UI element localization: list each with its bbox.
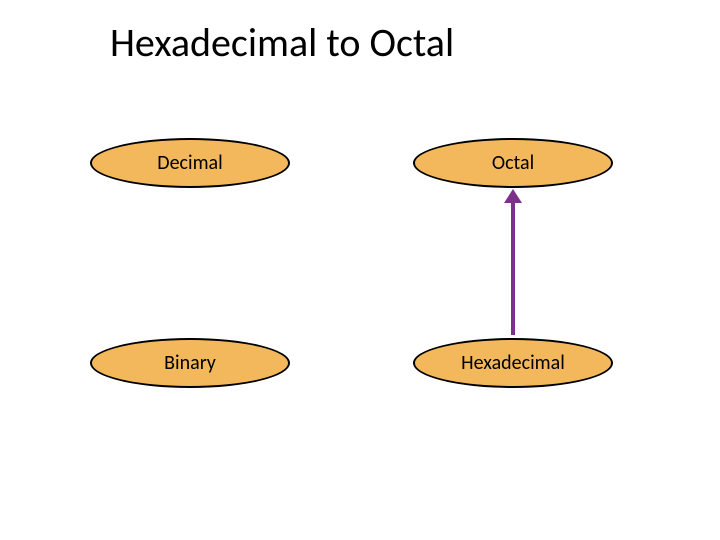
node-octal-label: Octal [492, 151, 534, 175]
slide: Hexadecimal to Octal Decimal Octal Binar… [0, 0, 720, 540]
arrow-hex-to-octal-line [511, 200, 515, 335]
node-octal: Octal [413, 138, 613, 188]
node-binary: Binary [90, 338, 290, 388]
slide-title: Hexadecimal to Octal [110, 18, 454, 67]
node-decimal-label: Decimal [157, 151, 222, 175]
node-decimal: Decimal [90, 138, 290, 188]
arrow-hex-to-octal-head [504, 189, 522, 203]
node-binary-label: Binary [164, 351, 216, 375]
node-hexadecimal: Hexadecimal [413, 338, 613, 388]
node-hexadecimal-label: Hexadecimal [461, 351, 565, 375]
